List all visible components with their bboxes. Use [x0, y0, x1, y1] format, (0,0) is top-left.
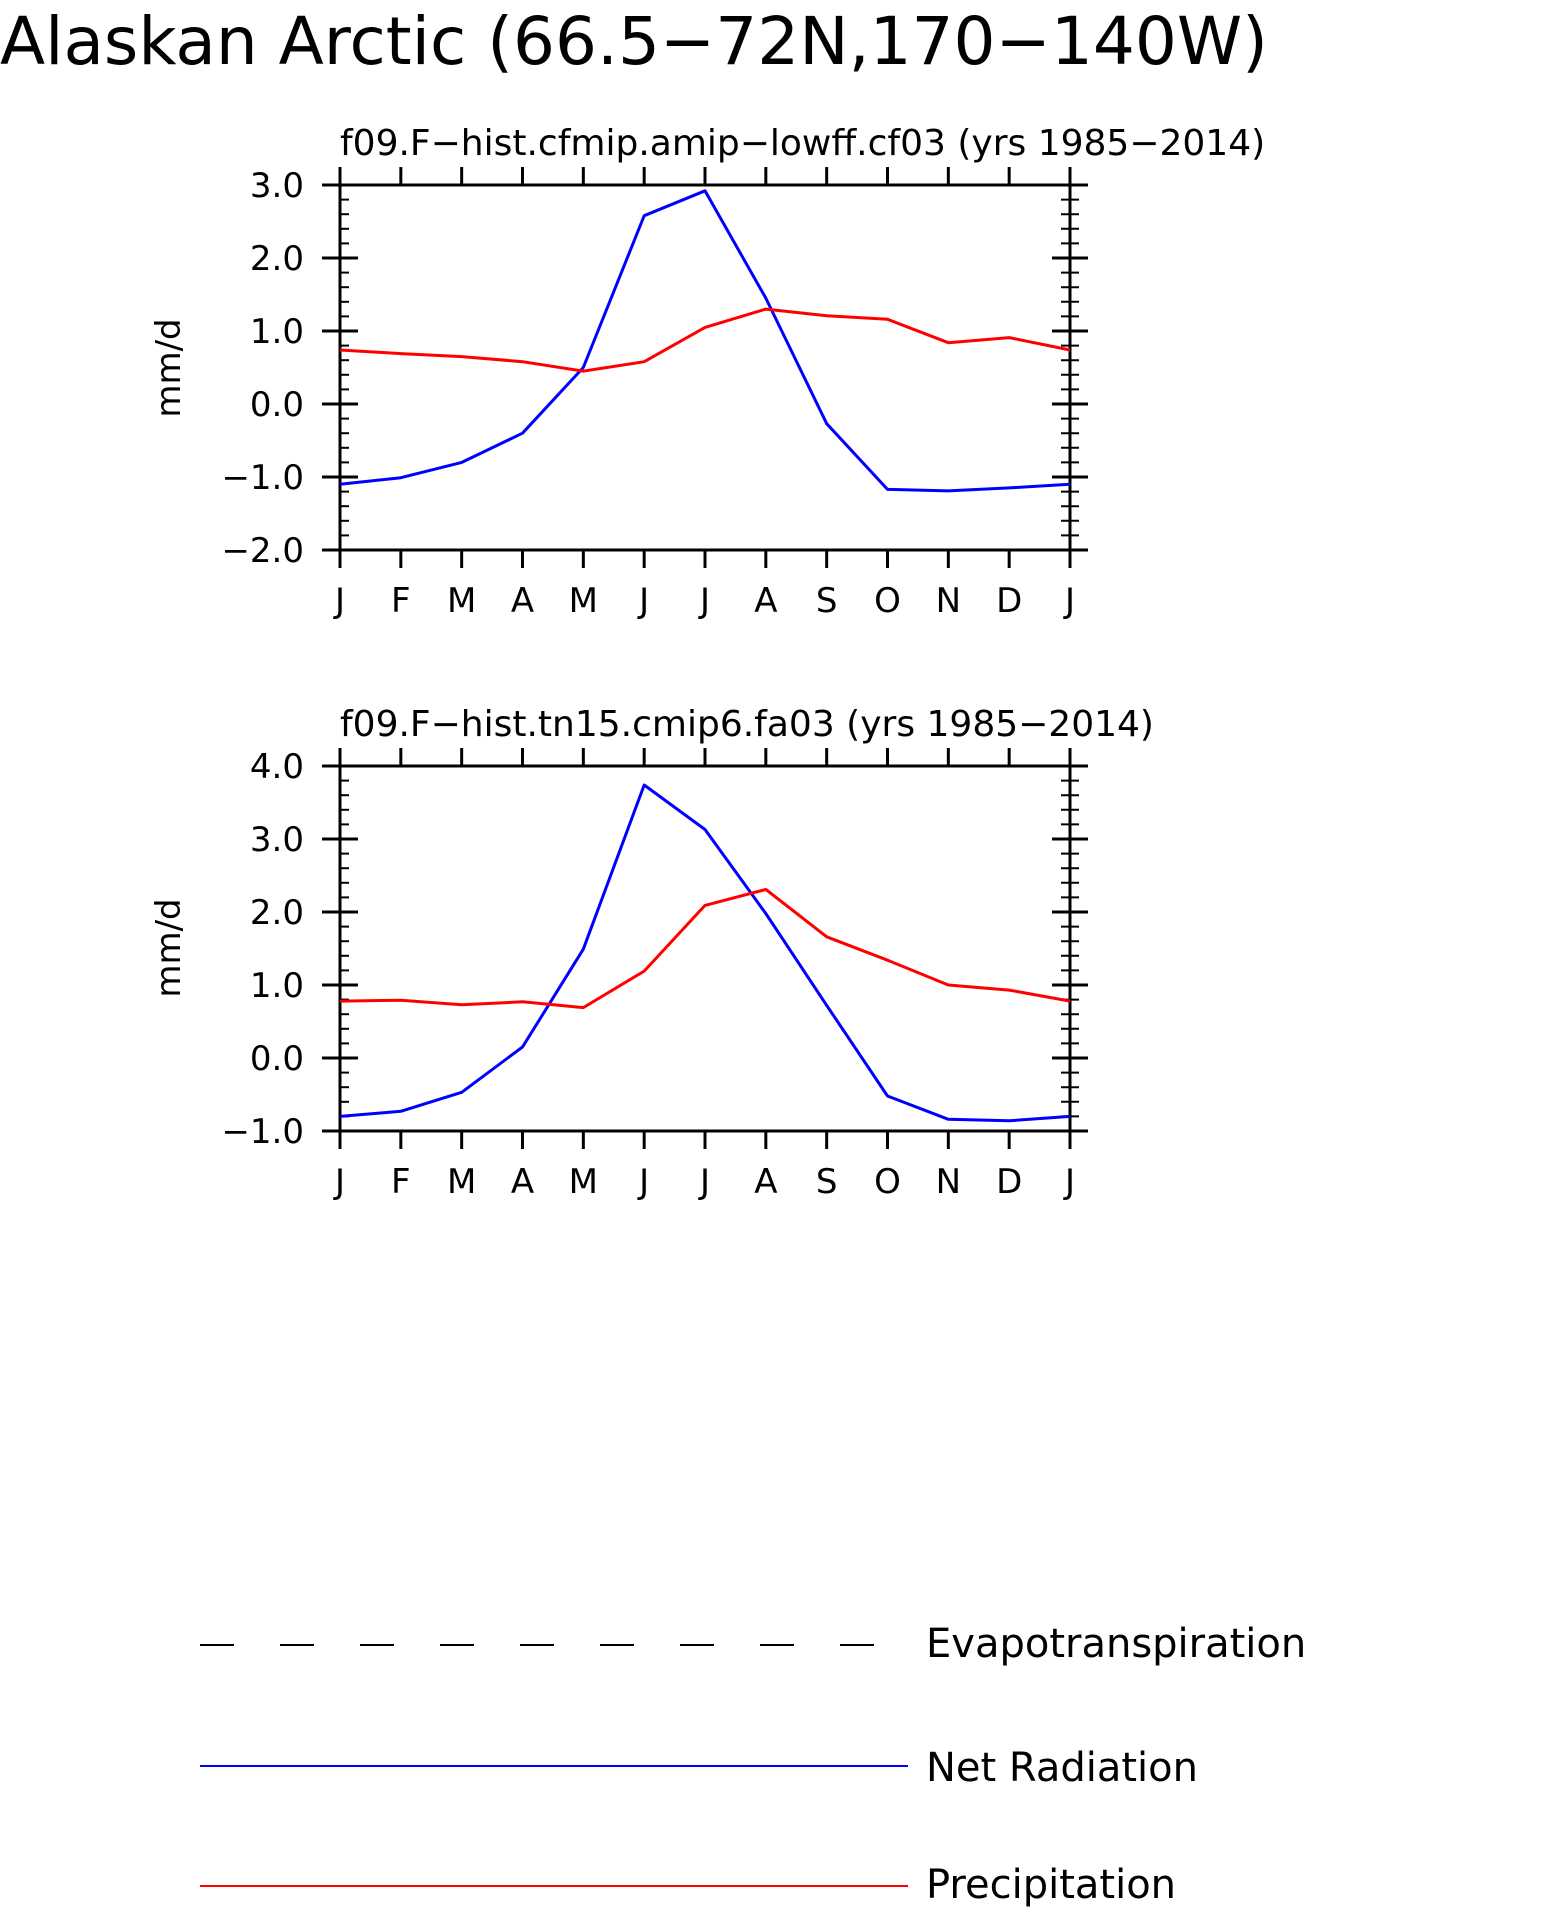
x-tick-label: M	[447, 1162, 476, 1202]
x-tick-label: S	[816, 1162, 838, 1202]
x-tick-label: J	[1063, 1162, 1075, 1202]
x-tick-label: A	[511, 581, 534, 621]
series-line-precipitation	[339, 887, 1071, 1010]
x-tick-label: M	[447, 581, 476, 621]
x-tick-label: N	[936, 1162, 961, 1202]
series-line-net-radiation	[339, 783, 1071, 1123]
plot-area: J F M A M J J A S O N D J−2.0−1.00.01.02.03.0	[221, 166, 1088, 621]
y-tick-label: −1.0	[221, 1112, 304, 1152]
x-tick-label: A	[754, 1162, 777, 1202]
y-tick-label: −2.0	[221, 531, 304, 571]
plot-frame	[338, 764, 1072, 1133]
x-tick-label: J	[698, 1162, 710, 1202]
legend-label-net-radiation: Net Radiation	[926, 1745, 1198, 1791]
chart-panel-top: f09.F−hist.cfmip.amip−lowff.cf03 (yrs 19…	[149, 123, 1265, 621]
legend-label-evapotranspiration: Evapotranspiration	[926, 1621, 1306, 1667]
x-tick-label: N	[936, 581, 961, 621]
chart-title: f09.F−hist.tn15.cmip6.fa03 (yrs 1985−201…	[340, 704, 1154, 745]
legend-label-precipitation: Precipitation	[926, 1862, 1176, 1908]
series-line-net-radiation	[339, 189, 1071, 493]
x-tick-label: D	[996, 581, 1022, 621]
x-tick-label: J	[637, 1162, 649, 1202]
x-tick-label: D	[996, 1162, 1022, 1202]
y-tick-label: 1.0	[250, 312, 304, 352]
x-tick-label: J	[698, 581, 710, 621]
y-tick-label: 1.0	[250, 966, 304, 1006]
y-axis-label: mm/d	[149, 318, 189, 417]
x-tick-label: S	[816, 581, 838, 621]
y-tick-label: 4.0	[250, 747, 304, 787]
y-tick-label: 2.0	[250, 239, 304, 279]
plot-frame	[338, 183, 1072, 552]
y-tick-label: 2.0	[250, 893, 304, 933]
x-tick-label: J	[333, 581, 345, 621]
x-tick-label: J	[637, 581, 649, 621]
y-tick-label: 0.0	[250, 1039, 304, 1079]
series-line-precipitation	[339, 307, 1071, 373]
x-tick-label: F	[391, 581, 411, 621]
x-tick-label: M	[569, 581, 598, 621]
y-tick-label: −1.0	[221, 458, 304, 498]
y-tick-label: 3.0	[250, 820, 304, 860]
x-tick-label: A	[511, 1162, 534, 1202]
legend: Evapotranspiration Net Radiation Precipi…	[200, 1621, 1306, 1908]
x-tick-label: O	[874, 1162, 901, 1202]
plot-area: J F M A M J J A S O N D J−1.00.01.02.03.04.0	[221, 747, 1088, 1202]
x-tick-label: A	[754, 581, 777, 621]
y-tick-label: 0.0	[250, 385, 304, 425]
x-tick-label: F	[391, 1162, 411, 1202]
x-tick-label: J	[1063, 581, 1075, 621]
y-tick-label: 3.0	[250, 166, 304, 206]
y-axis-label: mm/d	[149, 898, 189, 997]
figure-title: Alaskan Arctic (66.5−72N,170−140W)	[0, 3, 1268, 80]
chart-title: f09.F−hist.cfmip.amip−lowff.cf03 (yrs 19…	[340, 123, 1265, 164]
x-tick-label: M	[569, 1162, 598, 1202]
x-tick-label: J	[333, 1162, 345, 1202]
chart-panel-bottom: f09.F−hist.tn15.cmip6.fa03 (yrs 1985−201…	[149, 704, 1154, 1202]
x-tick-label: O	[874, 581, 901, 621]
